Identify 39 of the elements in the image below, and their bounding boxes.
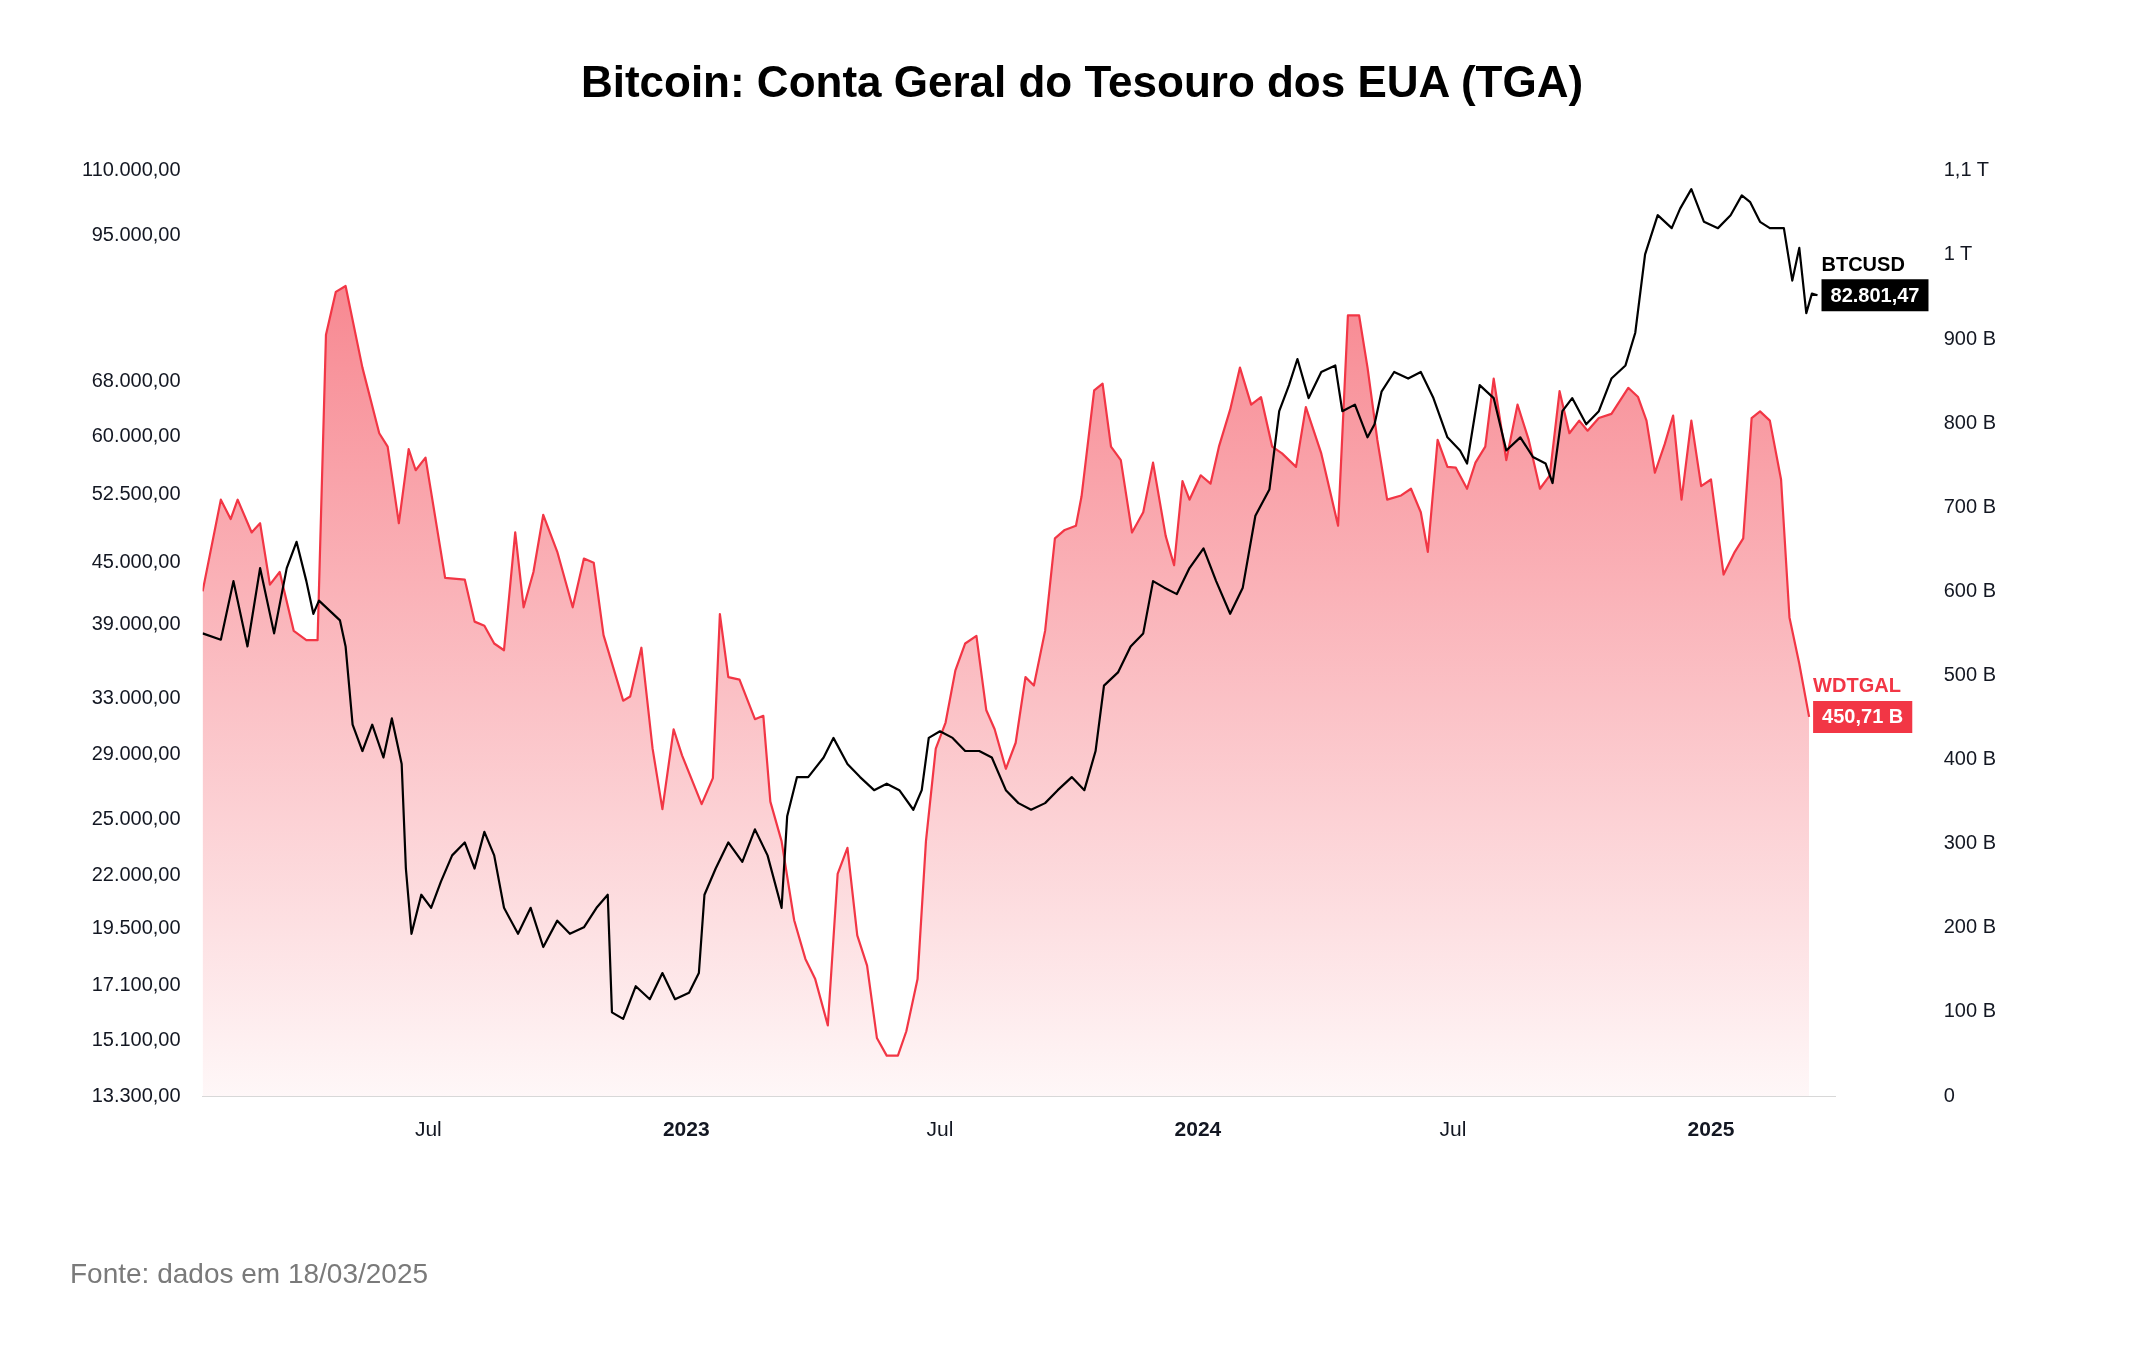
data-label: 450,71 B <box>1822 705 1904 728</box>
y-tick-label: 22.000,00 <box>91 863 181 886</box>
y2-tick-label: 400 B <box>1943 747 1996 770</box>
y-tick-label: 39.000,00 <box>91 612 181 635</box>
x-tick-label: Jul <box>1439 1117 1467 1141</box>
y2-tick-label: 300 B <box>1943 831 1996 854</box>
y2-tick-label: 700 B <box>1943 494 1996 517</box>
y-tick-label: 19.500,00 <box>91 915 181 938</box>
x-tick-label: Jul <box>414 1117 442 1141</box>
y-tick-label: 17.100,00 <box>91 973 181 996</box>
x-tick-label: 2024 <box>1174 1117 1222 1141</box>
x-tick-label: 2025 <box>1687 1117 1735 1141</box>
y-tick-label: 110.000,00 <box>81 158 181 181</box>
y-tick-label: 52.500,00 <box>91 482 181 505</box>
x-tick-label: Jul <box>926 1117 954 1141</box>
x-tick-label: 2023 <box>662 1117 710 1141</box>
y2-tick-label: 0 <box>1943 1083 1955 1106</box>
y2-tick-label: 1,1 T <box>1943 158 1989 181</box>
y-tick-label: 95.000,00 <box>91 222 181 245</box>
data-label: 82.801,47 <box>1830 283 1920 306</box>
y-tick-label: 15.100,00 <box>91 1027 181 1050</box>
y-tick-label: 45.000,00 <box>91 549 181 572</box>
y-tick-label: 25.000,00 <box>91 807 181 830</box>
y-tick-label: 29.000,00 <box>91 742 181 765</box>
y-tick-label: 68.000,00 <box>91 368 181 391</box>
source-note: Fonte: dados em 18/03/2025 <box>69 1258 430 1290</box>
series-label: WDTGAL <box>1813 674 1901 697</box>
y2-tick-label: 900 B <box>1943 326 1996 349</box>
y2-tick-label: 1 T <box>1943 242 1973 265</box>
y-tick-label: 60.000,00 <box>91 423 181 446</box>
series-label: BTCUSD <box>1821 252 1905 275</box>
y2-tick-label: 200 B <box>1943 915 1996 938</box>
y-tick-label: 13.300,00 <box>91 1083 181 1106</box>
y2-tick-label: 800 B <box>1943 410 1996 433</box>
y2-tick-label: 500 B <box>1943 662 1996 685</box>
y2-tick-label: 100 B <box>1943 999 1996 1022</box>
chart-title: Bitcoin: Conta Geral do Tesouro dos EUA (TGA) <box>580 56 1584 106</box>
y2-tick-label: 600 B <box>1943 578 1996 601</box>
y-tick-label: 33.000,00 <box>91 685 181 708</box>
